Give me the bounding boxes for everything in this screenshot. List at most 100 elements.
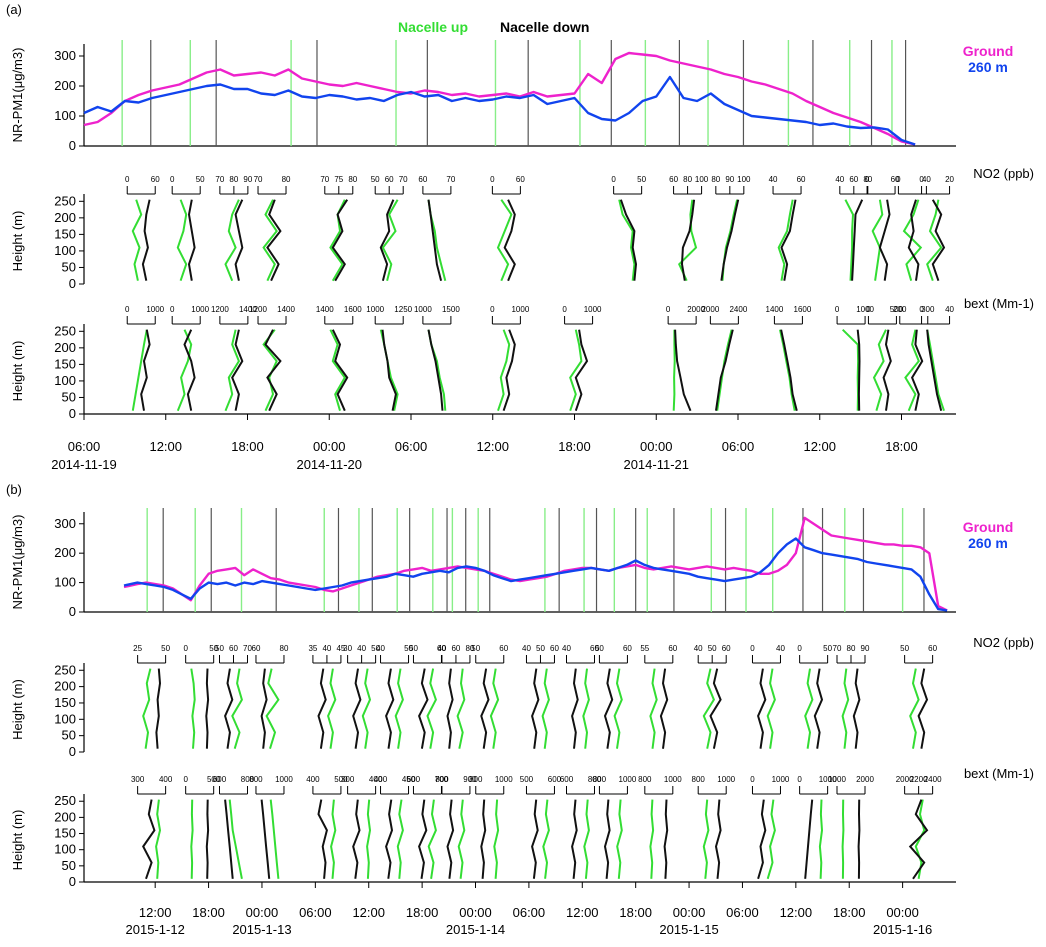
no2-profile-down xyxy=(385,668,395,749)
no2-profile-up xyxy=(582,668,590,749)
no2-y-tick-label: 250 xyxy=(54,193,76,208)
bext-profile-up xyxy=(672,329,676,411)
bext-profile-up xyxy=(493,799,500,879)
no2-profile-down xyxy=(813,668,824,749)
bext-y-tick-label: 150 xyxy=(54,356,76,371)
bext-profile-tick-label: 1250 xyxy=(394,305,412,314)
legend-260m: 260 m xyxy=(968,59,1008,75)
bext-profile-up xyxy=(131,329,148,411)
pm-y-tick-label: 0 xyxy=(69,604,76,619)
no2-profile-tick-label: 70 xyxy=(243,644,252,653)
time-x-tick-label: 18:00 xyxy=(406,905,439,920)
bext-profile-tick-label: 40 xyxy=(945,305,954,314)
bext-profile-down xyxy=(908,799,929,880)
bext-profile-tick-label: 0 xyxy=(125,305,130,314)
bext-profile-down xyxy=(264,329,282,412)
bext-profile-tick-label: 300 xyxy=(131,775,145,784)
no2-profile-tick-label: 0 xyxy=(170,175,175,184)
no2-profile-tick-label: 50 xyxy=(471,644,480,653)
bext-profile-tick-label: 600 xyxy=(560,775,574,784)
time-x-tick-label: 06:00 xyxy=(68,439,101,454)
bext-profile-up xyxy=(583,799,590,879)
no2-profile-up xyxy=(426,668,437,749)
no2-profile-tick-label: 30 xyxy=(343,644,352,653)
no2-profile-tick-label: 80 xyxy=(683,175,692,184)
bext-profile-tick-label: 1400 xyxy=(766,305,784,314)
bext-profile-up xyxy=(396,799,404,879)
no2-profile-up xyxy=(909,668,920,749)
bext-y-tick-label: 0 xyxy=(69,406,76,421)
pm-y-axis-label: NR-PM1(μg/m3) xyxy=(10,515,25,610)
no2-profile-down xyxy=(603,668,614,749)
no2-profile-tick-label: 50 xyxy=(371,175,380,184)
bext-profile-up xyxy=(542,799,550,879)
bext-profile-up xyxy=(649,799,655,879)
bext-profile-up xyxy=(330,799,337,879)
bext-profile-tick-label: 500 xyxy=(890,305,904,314)
bext-profile-tick-label: 0 xyxy=(835,305,840,314)
time-x-tick-label: 00:00 xyxy=(246,905,279,920)
no2-profile-up xyxy=(496,199,513,282)
no2-profile-down xyxy=(503,199,516,282)
bext-profile-up xyxy=(926,329,945,412)
no2-profile-down xyxy=(619,199,638,281)
bext-profile-tick-label: 0 xyxy=(170,305,175,314)
bext-profile-up xyxy=(616,799,623,879)
no2-profile-tick-label: 0 xyxy=(490,175,495,184)
bext-profile-up xyxy=(779,329,796,411)
bext-profile-up xyxy=(176,329,193,412)
no2-profile-tick-label: 70 xyxy=(320,175,329,184)
time-x-tick-label: 00:00 xyxy=(673,905,706,920)
legend-ground: Ground xyxy=(963,43,1014,59)
time-x-tick-label: 06:00 xyxy=(395,439,428,454)
no2-y-tick-label: 200 xyxy=(54,210,76,225)
time-x-date-label: 2015-1-12 xyxy=(126,922,185,937)
bext-profile-down xyxy=(780,329,798,411)
panel-label: (b) xyxy=(6,482,22,497)
time-x-tick-label: 06:00 xyxy=(722,439,755,454)
no2-profile-down xyxy=(224,668,234,749)
bext-profile-tick-label: 800 xyxy=(588,775,602,784)
bext-profile-tick-label: 0 xyxy=(666,305,671,314)
bext-profile-up xyxy=(497,329,511,412)
no2-profile-tick-label: 60 xyxy=(550,644,559,653)
time-x-tick-label: 06:00 xyxy=(299,905,332,920)
bext-profile-tick-label: 1000 xyxy=(772,775,790,784)
no2-profile-tick-label: 60 xyxy=(668,644,677,653)
no2-profile-tick-label: 60 xyxy=(891,175,900,184)
no2-profile-up xyxy=(327,668,337,749)
panel-label: (a) xyxy=(6,2,22,17)
no2-y-tick-label: 0 xyxy=(69,744,76,759)
time-x-tick-label: 12:00 xyxy=(139,905,172,920)
no2-profile-up xyxy=(649,668,658,749)
no2-profile-tick-label: 60 xyxy=(928,644,937,653)
no2-profile-tick-label: 40 xyxy=(776,644,785,653)
bext-profile-tick-label: 1000 xyxy=(819,775,837,784)
time-x-tick-label: 12:00 xyxy=(780,905,813,920)
no2-y-axis-label: Height (m) xyxy=(10,211,25,272)
bext-profile-down xyxy=(757,799,767,880)
no2-profile-up xyxy=(804,668,814,749)
series-line-ground xyxy=(83,51,916,146)
bext-profile-tick-label: 800 xyxy=(249,775,263,784)
no2-profile-tick-label: 40 xyxy=(562,644,571,653)
no2-profile-tick-label: 60 xyxy=(451,644,460,653)
no2-profile-tick-label: 40 xyxy=(376,644,385,653)
bext-profile-up xyxy=(329,329,346,411)
bext-profile-tick-label: 0 xyxy=(919,305,924,314)
bext-profile-down xyxy=(205,799,210,879)
bext-profile-tick-label: 1000 xyxy=(584,305,602,314)
bext-profile-down xyxy=(427,329,444,411)
no2-profile-tick-label: 0 xyxy=(125,175,130,184)
no2-profile-tick-label: 55 xyxy=(640,644,649,653)
no2-profile-down xyxy=(709,668,722,749)
bext-profile-tick-label: 500 xyxy=(520,775,534,784)
bext-y-tick-label: 250 xyxy=(54,793,76,808)
bext-profile-tick-label: 1400 xyxy=(239,305,257,314)
no2-profile-tick-label: 75 xyxy=(334,175,343,184)
no2-y-tick-label: 50 xyxy=(62,259,76,274)
bext-profile-up xyxy=(427,799,437,879)
bext-profile-tick-label: 700 xyxy=(435,775,449,784)
